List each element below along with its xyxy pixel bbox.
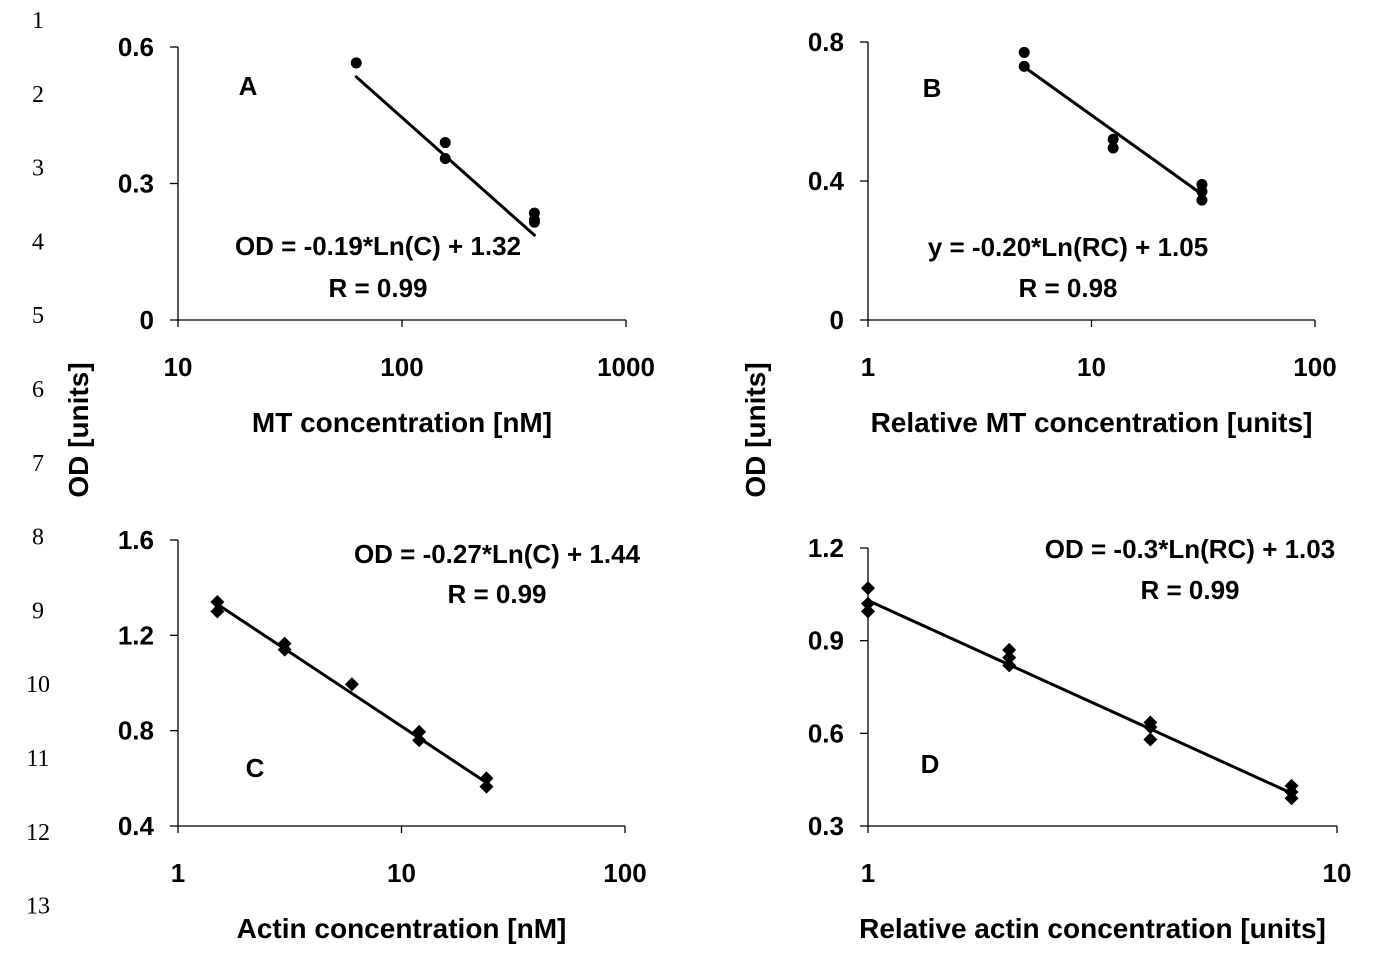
data-point [861, 596, 875, 611]
regression-equation: y = -0.20*Ln(RC) + 1.05 [928, 232, 1208, 262]
data-point [1107, 142, 1119, 154]
data-point [528, 216, 540, 228]
y-axis-label-right: OD [units] [740, 362, 771, 497]
x-tick-label: 10 [1323, 858, 1352, 888]
y-tick-label: 0.3 [808, 811, 844, 841]
data-point [1196, 194, 1208, 206]
data-point [1143, 732, 1158, 747]
regression-equation: OD = -0.27*Ln(C) + 1.44 [354, 539, 641, 569]
data-point [439, 137, 451, 149]
x-axis-label: Actin concentration [nM] [237, 913, 567, 944]
data-point [439, 152, 451, 164]
panel-c: 0.4 0.8 1.2 1.6 1 10 100 Actin concentration [n… [118, 525, 647, 944]
y-tick-label: 0.6 [118, 32, 154, 62]
x-tick-label: 1 [861, 858, 875, 888]
line-number: 8 [32, 525, 44, 551]
data-point [344, 677, 359, 692]
y-tick-label: 1.6 [118, 525, 154, 555]
line-number: 3 [32, 156, 44, 182]
data-point [1143, 720, 1158, 735]
data-point [1018, 60, 1030, 72]
x-axis-label: Relative MT concentration [units] [871, 407, 1313, 438]
r-value: R = 0.99 [328, 273, 427, 303]
y-tick-label: 0.8 [118, 716, 154, 746]
y-axis-label-left: OD [units] [63, 362, 94, 497]
x-tick-label: 10 [1077, 352, 1106, 382]
line-number: 9 [32, 598, 44, 624]
data-point [1018, 46, 1030, 58]
data-point [412, 733, 427, 748]
data-point [1002, 642, 1017, 657]
data-point [277, 642, 292, 657]
y-tick-label: 0 [140, 305, 154, 335]
x-tick-label: 100 [380, 352, 423, 382]
line-number: 7 [32, 451, 44, 477]
r-value: R = 0.99 [1140, 575, 1239, 605]
panel-letter: B [923, 73, 942, 103]
panel-letter: D [921, 749, 940, 779]
data-point [1284, 791, 1299, 806]
panel-d: 0.3 0.6 0.9 1.2 1 10 Relative actin concentrat… [808, 533, 1352, 944]
line-number: 2 [32, 82, 44, 108]
fit-line [1022, 65, 1204, 196]
data-point [861, 604, 875, 619]
y-tick-label: 1.2 [808, 533, 844, 563]
panel-a: 0 0.3 0.6 10 100 1000 MT concentration [nM] A OD… [118, 32, 655, 438]
r-value: R = 0.98 [1018, 273, 1117, 303]
data-point [1107, 133, 1119, 145]
line-number: 4 [32, 229, 44, 255]
line-number: 12 [26, 820, 50, 846]
y-tick-label: 0.3 [118, 169, 154, 199]
x-axis-label: MT concentration [nM] [252, 407, 552, 438]
x-tick-label: 10 [387, 858, 416, 888]
data-point [1002, 650, 1017, 665]
x-tick-label: 1 [171, 858, 185, 888]
data-point [861, 581, 875, 596]
line-number: 6 [32, 377, 44, 403]
y-tick-label: 0.9 [808, 626, 844, 656]
y-tick-label: 0.4 [808, 166, 845, 196]
panel-letter: C [246, 753, 265, 783]
line-number: 1 [32, 8, 44, 34]
x-axis-label: Relative actin concentration [units] [859, 913, 1326, 944]
data-point [479, 771, 494, 786]
x-tick-label: 1 [861, 352, 875, 382]
y-tick-label: 0.6 [808, 718, 844, 748]
data-point [1002, 658, 1017, 673]
fit-line [215, 602, 488, 785]
line-number: 10 [26, 672, 50, 698]
data-point [350, 57, 362, 69]
x-tick-label: 10 [164, 352, 193, 382]
y-tick-label: 0.4 [118, 811, 155, 841]
r-value: R = 0.99 [447, 579, 546, 609]
panel-b: 0 0.4 0.8 1 10 100 Relative MT concentration [… [808, 27, 1337, 438]
data-point [479, 779, 494, 794]
y-tick-label: 0.8 [808, 27, 844, 57]
x-tick-label: 1000 [597, 352, 655, 382]
data-point [412, 724, 427, 739]
x-tick-label: 100 [603, 858, 646, 888]
x-tick-label: 100 [1293, 352, 1336, 382]
line-number: 11 [26, 746, 49, 772]
data-point [1196, 185, 1208, 197]
panel-letter: A [239, 71, 258, 101]
line-number: 5 [32, 303, 44, 329]
regression-equation: OD = -0.19*Ln(C) + 1.32 [235, 231, 521, 261]
regression-equation: OD = -0.3*Ln(RC) + 1.03 [1045, 534, 1335, 564]
line-number: 13 [26, 894, 50, 920]
fit-line [866, 599, 1294, 795]
data-point [210, 594, 225, 609]
y-tick-label: 1.2 [118, 620, 154, 650]
y-tick-label: 0 [830, 305, 844, 335]
data-point [210, 604, 225, 619]
